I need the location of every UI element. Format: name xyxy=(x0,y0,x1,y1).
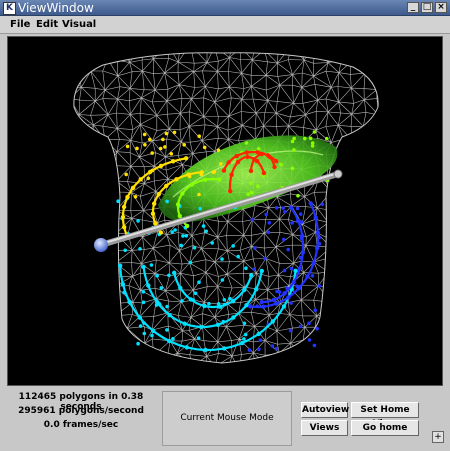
heart-organ xyxy=(158,135,338,222)
fiber-arc-cyan-1 xyxy=(141,264,264,330)
set-home-view-button[interactable]: Set Home View xyxy=(351,402,419,429)
frame-rate-text: 0.0 frames/sec xyxy=(43,420,119,430)
menu-file[interactable]: File xyxy=(10,19,31,30)
fiber-tracts xyxy=(116,130,330,353)
fiber-arc-red-3 xyxy=(248,151,277,174)
fiber-arc-green-1 xyxy=(175,177,222,229)
3d-viewport[interactable] xyxy=(7,36,443,386)
menu-edit[interactable]: Edit xyxy=(36,19,59,30)
maximize-button[interactable]: □ xyxy=(421,2,433,13)
torso-outline xyxy=(73,52,379,364)
minimize-button[interactable]: _ xyxy=(407,2,419,13)
fiber-arc-red-2 xyxy=(228,154,267,194)
fiber-arc-cyan-3 xyxy=(172,270,254,309)
views-button[interactable]: Views xyxy=(301,420,348,436)
autoview-button[interactable]: Autoview xyxy=(301,402,349,418)
probe-tip-marker[interactable] xyxy=(94,238,108,252)
scattered-nodes xyxy=(116,130,330,352)
app-icon[interactable]: K xyxy=(3,2,16,15)
menu-visual[interactable]: Visual xyxy=(62,19,97,30)
render-stats: 112465 polygons in 0.38 seconds 295961 p… xyxy=(6,392,156,434)
probe-rod[interactable] xyxy=(94,169,343,252)
go-home-button[interactable]: Go home xyxy=(351,420,419,436)
window-title: ViewWindow xyxy=(18,1,94,15)
scene-canvas[interactable] xyxy=(8,37,442,385)
title-bar[interactable]: K ViewWindow _ □ × xyxy=(0,0,450,16)
fiber-arc-blue-1 xyxy=(259,205,305,305)
fiber-arc-yellow-1 xyxy=(150,170,204,235)
fiber-arc-cyan-2 xyxy=(117,263,298,353)
close-button[interactable]: × xyxy=(435,2,447,13)
mouse-mode-panel: Current Mouse Mode xyxy=(162,391,292,446)
polygon-rate-text: 295961 polygons/second xyxy=(18,406,144,416)
fiber-arc-blue-2 xyxy=(248,201,321,309)
menu-bar: File Edit Visual xyxy=(0,16,450,34)
polygon-count-text: 112465 polygons in 0.38 seconds xyxy=(18,392,144,412)
resize-handle[interactable]: + xyxy=(432,431,444,443)
